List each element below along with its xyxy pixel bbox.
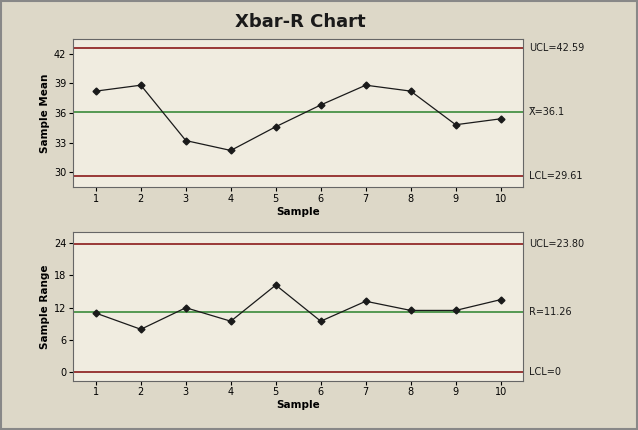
Text: LCL=29.61: LCL=29.61 [529,171,582,181]
Text: R=11.26: R=11.26 [529,307,572,317]
X-axis label: Sample: Sample [276,400,320,410]
Y-axis label: Sample Mean: Sample Mean [40,73,50,153]
Y-axis label: Sample Range: Sample Range [40,264,50,349]
Text: LCL=0: LCL=0 [529,368,561,378]
Text: Xbar-R Chart: Xbar-R Chart [235,13,365,31]
X-axis label: Sample: Sample [276,207,320,217]
Text: X̅=36.1: X̅=36.1 [529,107,565,117]
Text: UCL=23.80: UCL=23.80 [529,239,584,249]
Text: UCL=42.59: UCL=42.59 [529,43,584,53]
